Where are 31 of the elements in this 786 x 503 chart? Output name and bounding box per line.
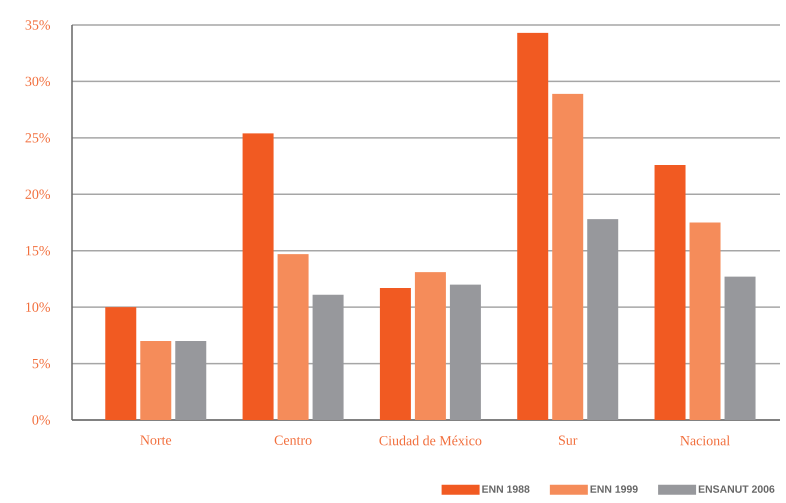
bar [552,94,584,420]
bar [450,284,481,420]
legend-label: ENN 1999 [590,485,638,493]
bar [105,307,136,420]
x-tick-label: Ciudad de México [379,436,482,446]
bar [278,254,309,420]
bar [414,272,446,420]
bar [724,276,756,420]
x-tick-label: Sur [558,436,578,445]
y-tick-label: 0% [32,415,50,425]
y-tick-label: 30% [26,76,50,86]
bar [380,288,411,420]
y-tick-label: 5% [32,358,50,368]
x-tick-label: Centro [274,436,312,445]
legend-label: ENN 1988 [482,485,530,493]
y-tick-label: 10% [26,302,50,312]
bar [140,341,172,420]
bar [175,341,206,420]
y-tick-label: 35% [26,20,50,30]
x-tick-label: Norte [140,436,172,445]
bar [242,133,274,420]
bar [517,32,548,420]
x-tick-label: Nacional [680,436,730,446]
y-tick-label: 15% [26,246,50,256]
bar [587,219,618,420]
y-tick-label: 25% [26,133,50,143]
legend-label: ENSANUT 2006 [698,485,774,493]
bar [654,164,686,420]
bar [690,222,721,420]
y-tick-label: 20% [26,190,50,200]
bar [312,294,344,420]
